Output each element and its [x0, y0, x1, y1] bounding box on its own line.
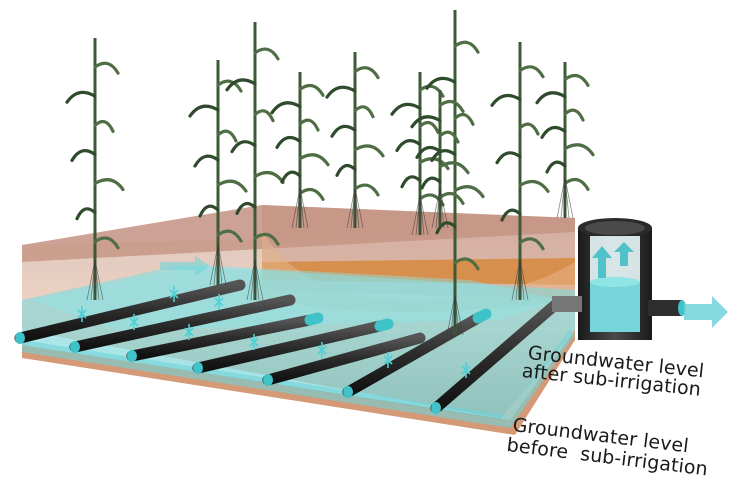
maize-plant-icon	[270, 72, 330, 229]
maize-plant-icon	[225, 22, 285, 301]
control-well	[552, 218, 728, 340]
drain-pipe-icon	[126, 312, 324, 362]
drain-pipe-icon	[192, 318, 394, 374]
maize-plant-icon	[410, 90, 470, 229]
well-water	[590, 282, 640, 332]
drain-pipe-icon	[14, 279, 246, 344]
drain-pipes	[14, 279, 561, 414]
flow-arrow-icon	[592, 246, 612, 278]
maize-plant-icon	[325, 52, 385, 229]
maize-plants	[65, 10, 595, 336]
drain-pipe-icon	[262, 332, 426, 386]
flow-arrow-icon	[160, 256, 210, 276]
maize-plant-icon	[535, 62, 595, 219]
water-spray-marks	[77, 286, 471, 378]
maize-plant-icon	[65, 38, 125, 301]
maize-plant-icon	[425, 10, 485, 336]
drain-pipe-icon	[69, 294, 296, 353]
outlet-pipe-right	[648, 300, 682, 316]
water-surface	[30, 265, 560, 330]
flow-arrow-icon	[614, 242, 634, 266]
drain-pipe-icon	[430, 299, 561, 414]
maize-plant-icon	[188, 60, 248, 286]
maize-plant-icon	[490, 42, 550, 301]
flow-arrow-icon	[684, 296, 728, 328]
outlet-pipe	[552, 296, 582, 312]
